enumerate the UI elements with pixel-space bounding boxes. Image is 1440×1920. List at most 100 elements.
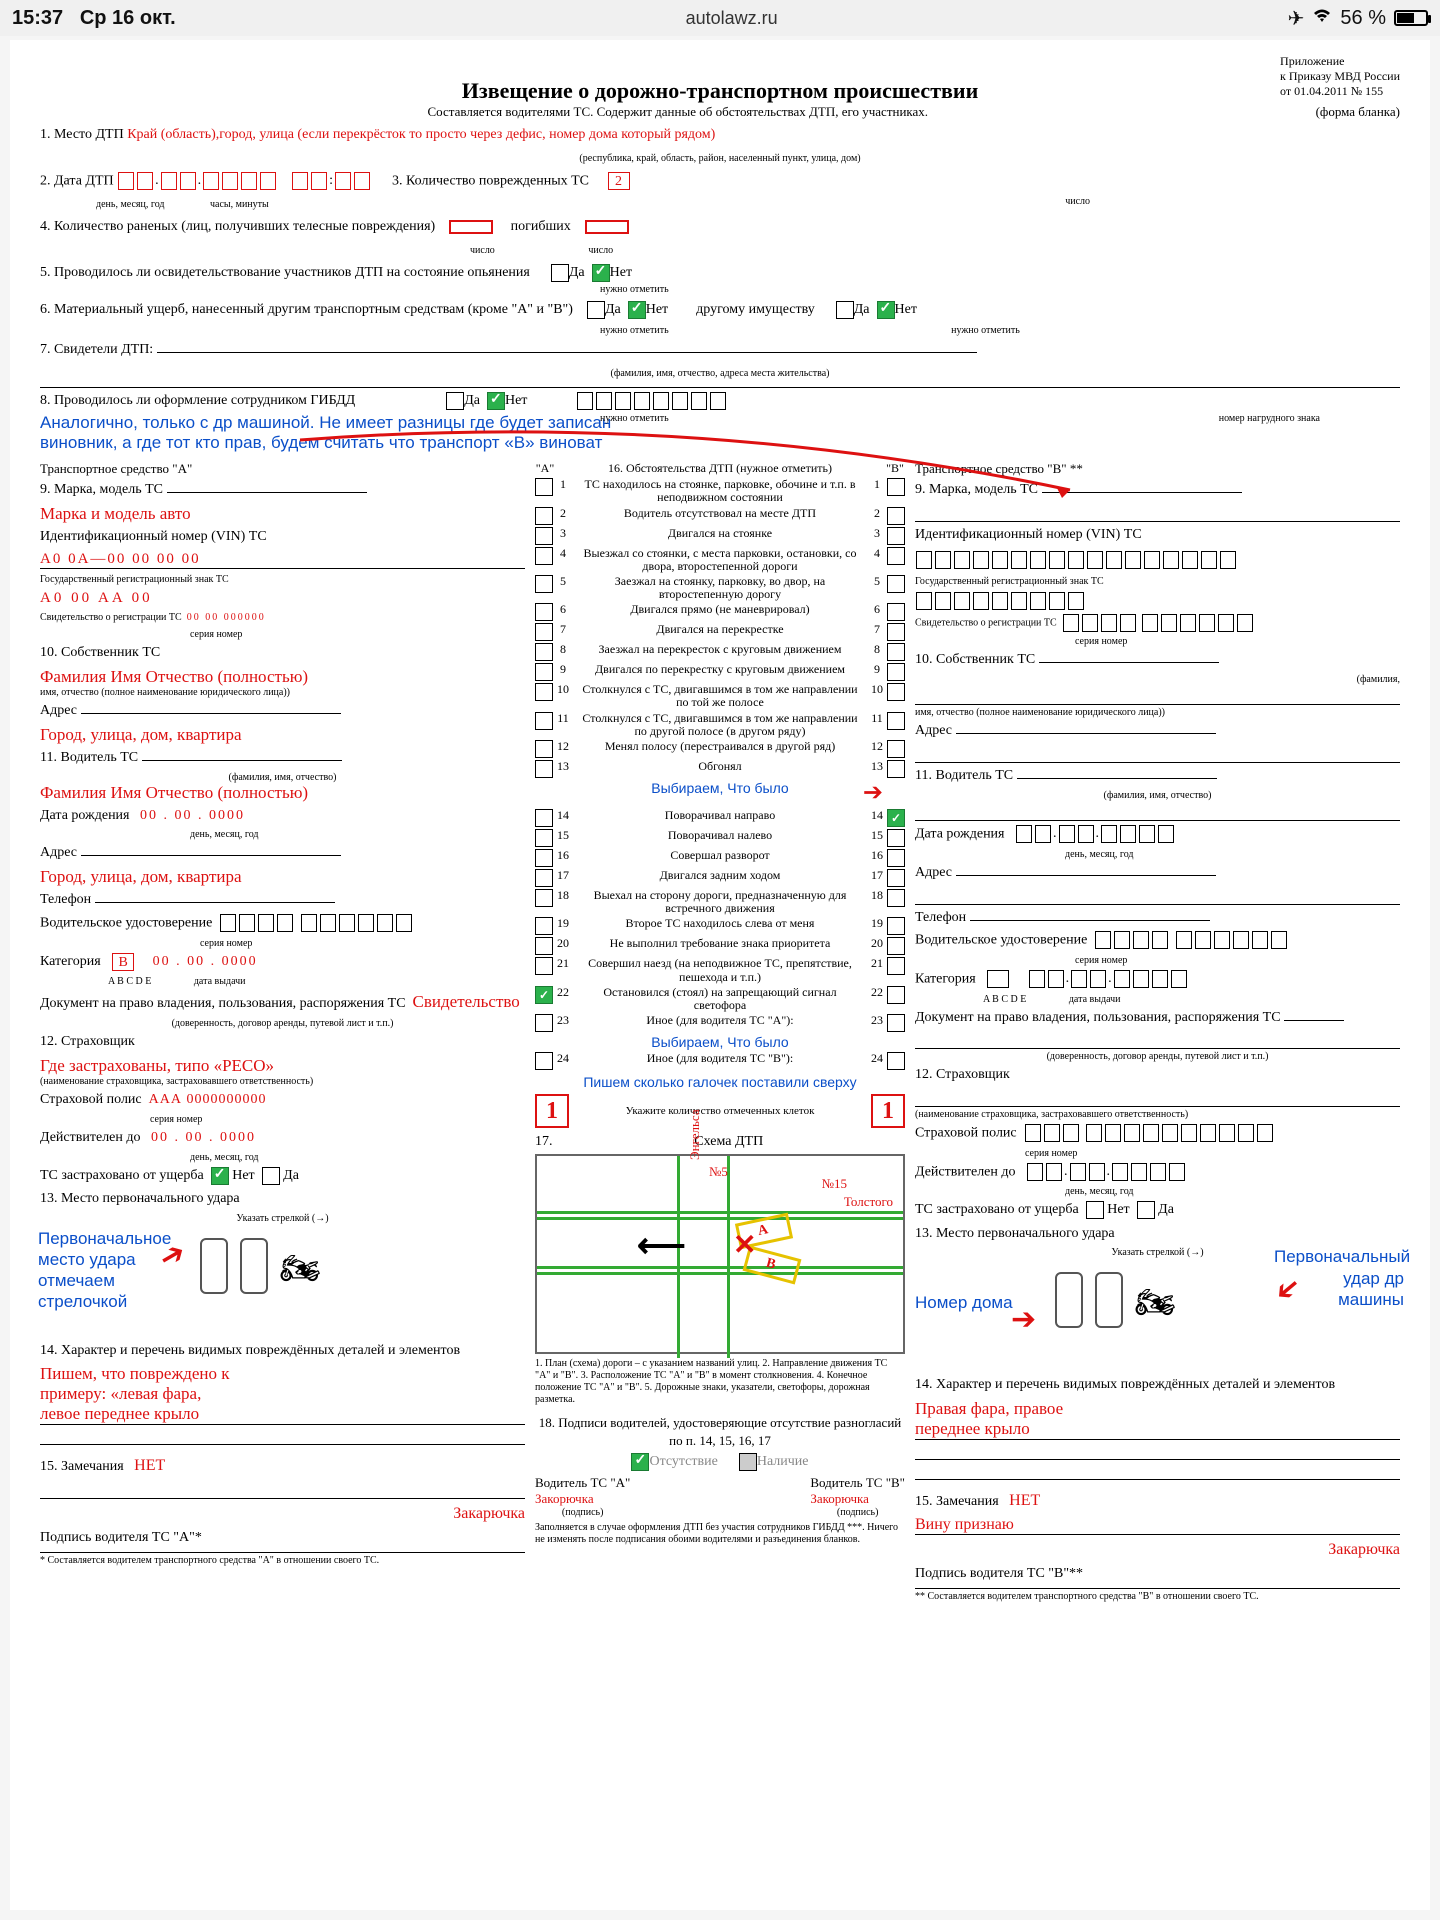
mid-chk-a-5[interactable] [535,575,553,593]
doc-title: Извещение о дорожно-транспортном происше… [40,78,1400,104]
l6b-net-chk[interactable] [877,301,895,319]
a-ins-net-chk[interactable] [211,1167,229,1185]
a-serhint: серия номер [190,629,525,640]
mid-num-b-1: 1 [867,478,887,491]
mid-chk-b-3[interactable] [887,527,905,545]
mid-chk-b-5[interactable] [887,575,905,593]
mid-chk-b-1[interactable] [887,478,905,496]
a-signA: Подпись водителя ТС "А"* [40,1529,525,1548]
b-policy-hint: серия номер [1025,1148,1400,1159]
a-ins-row: ТС застраховано от ущерба Нет Да [40,1167,525,1186]
mid-chk-a-12[interactable] [535,740,553,758]
mid-chk-a-8[interactable] [535,643,553,661]
l6b-da-chk[interactable] [836,301,854,319]
a-p13: 13. Место первоначального удара [40,1190,525,1209]
mid-chk-b-6[interactable] [887,603,905,621]
mid-chk-b-20[interactable] [887,937,905,955]
l6a-net-chk[interactable] [628,301,646,319]
mid-num-a-18: 18 [553,889,573,902]
mid-chk-b-4[interactable] [887,547,905,565]
mid-txt-5: Заезжал на стоянку, парковку, во двор, н… [573,575,867,601]
mid-chk-b-13[interactable] [887,760,905,778]
mid-num-b-4: 4 [867,547,887,560]
mid-chk-a-15[interactable] [535,829,553,847]
mid-chk-a-2[interactable] [535,507,553,525]
mid-item-20: 20Не выполнил требование знака приоритет… [535,937,905,955]
b-ins-net-chk[interactable] [1086,1201,1104,1219]
mid-chk-a-4[interactable] [535,547,553,565]
mid-num-b-3: 3 [867,527,887,540]
a-svid: Свидетельство о регистрации ТС [40,612,182,623]
three-columns: Транспортное средство "А" 9. Марка, моде… [40,461,1400,1603]
mid-chk-a-9[interactable] [535,663,553,681]
mid-chk-a-16[interactable] [535,849,553,867]
scheme-s2-no: №15 [822,1176,847,1192]
mid-chk-b-19[interactable] [887,917,905,935]
document-page: Приложение к Приказу МВД России от 01.04… [10,40,1430,1910]
mid-chk-a-11[interactable] [535,712,553,730]
mid-chk-a-21[interactable] [535,957,553,975]
absence-chk[interactable] [631,1453,649,1471]
mid-chk-b-12[interactable] [887,740,905,758]
b-vin: Идентификационный номер (VIN) ТС [915,526,1400,545]
mid-chk-b-9[interactable] [887,663,905,681]
mid-item-14: 14Поворачивал направо14✓ [535,809,905,827]
mid-chk-a-6[interactable] [535,603,553,621]
status-date: Ср 16 окт. [80,7,176,29]
mid-chk-a-23[interactable] [535,1014,553,1032]
mid-chk-a-13[interactable] [535,760,553,778]
mid-chk-a-22[interactable]: ✓ [535,986,553,1004]
l6-need2: нужно отметить [951,325,1020,336]
mid-chk-a-3[interactable] [535,527,553,545]
mid-chk-b-11[interactable] [887,712,905,730]
l5-da-chk[interactable] [551,264,569,282]
a-p11-red: Фамилия Имя Отчество (полностью) [40,783,525,803]
mid-chk-b-10[interactable] [887,683,905,701]
mid-chk-a-14[interactable] [535,809,553,827]
b-ins-da-chk[interactable] [1137,1201,1155,1219]
l1-hint: (республика, край, область, район, насел… [40,149,1400,168]
mid-chk-a-7[interactable] [535,623,553,641]
b-ins-row: ТС застраховано от ущерба Нет Да [915,1201,1400,1220]
l5-net-chk[interactable] [592,264,610,282]
mid-chk-b-14[interactable]: ✓ [887,809,905,827]
mid-chk-b-24[interactable] [887,1052,905,1070]
mid-chk-a-1[interactable] [535,478,553,496]
b-p15-red: НЕТ [1009,1492,1040,1509]
a-p9-line [167,492,367,493]
status-url: autolawz.ru [176,8,1288,29]
mid-chk-b-15[interactable] [887,829,905,847]
l6a-da-chk[interactable] [587,301,605,319]
a-ins-da-chk[interactable] [262,1167,280,1185]
l8-da-chk[interactable] [446,392,464,410]
mid-num-a-21: 21 [553,957,573,970]
mid-num-a-16: 16 [553,849,573,862]
mid-p18: 18. Подписи водителей, удостоверяющие от… [535,1414,905,1449]
mid-chk-b-23[interactable] [887,1014,905,1032]
mid-item-15: 15Поворачивал налево15 [535,829,905,847]
mid-chk-b-22[interactable] [887,986,905,1004]
mid-item-2: 2Водитель отсутствовал на месте ДТП2 [535,507,905,525]
mid-chk-a-18[interactable] [535,889,553,907]
mid-chk-a-19[interactable] [535,917,553,935]
mid-num-a-23: 23 [553,1014,573,1027]
mid-chk-b-21[interactable] [887,957,905,975]
l2-date-boxes: . . [117,172,277,191]
b-cat-hints: A B C D E дата выдачи [915,994,1400,1005]
mid-chk-b-8[interactable] [887,643,905,661]
mid-item-3: 3Двигался на стоянке3 [535,527,905,545]
mid-chk-a-17[interactable] [535,869,553,887]
mid-chk-a-10[interactable] [535,683,553,701]
mid-chk-a-20[interactable] [535,937,553,955]
mid-chk-a-24[interactable] [535,1052,553,1070]
mid-chk-b-7[interactable] [887,623,905,641]
a-p10: 10. Собственник ТС [40,644,525,663]
mid-chk-b-17[interactable] [887,869,905,887]
mid-chk-b-18[interactable] [887,889,905,907]
presence-chk[interactable] [739,1453,757,1471]
mid-chk-b-16[interactable] [887,849,905,867]
l8-net-chk[interactable] [487,392,505,410]
a-lic-boxes [219,914,413,933]
mid-chk-b-2[interactable] [887,507,905,525]
b-own: Документ на право владения, пользования,… [915,1010,1281,1025]
